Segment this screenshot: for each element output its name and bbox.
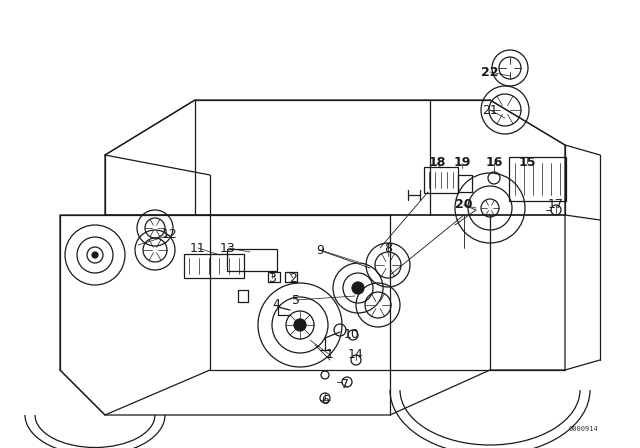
Text: 5: 5 [292, 293, 300, 306]
Text: 1: 1 [326, 349, 334, 362]
Circle shape [294, 319, 306, 331]
Text: 7: 7 [341, 379, 349, 392]
Text: 8: 8 [384, 241, 392, 254]
Text: 15: 15 [518, 156, 536, 169]
Text: 16: 16 [485, 156, 502, 169]
Text: 19: 19 [453, 156, 470, 169]
Text: 17: 17 [548, 198, 564, 211]
Text: 2: 2 [289, 271, 297, 284]
Text: 0000914: 0000914 [568, 426, 598, 432]
Text: 11: 11 [190, 241, 206, 254]
Circle shape [352, 282, 364, 294]
Text: 18: 18 [428, 156, 445, 169]
Text: 22: 22 [481, 65, 499, 78]
Text: 14: 14 [348, 349, 364, 362]
Text: 9: 9 [316, 244, 324, 257]
Text: 12: 12 [162, 228, 178, 241]
Text: 10: 10 [344, 328, 360, 341]
Text: 21: 21 [482, 103, 498, 116]
Text: 4: 4 [272, 298, 280, 311]
Text: 6: 6 [321, 393, 329, 406]
Text: 13: 13 [220, 241, 236, 254]
Circle shape [92, 252, 98, 258]
Text: 20: 20 [455, 198, 473, 211]
Text: 3: 3 [268, 271, 276, 284]
